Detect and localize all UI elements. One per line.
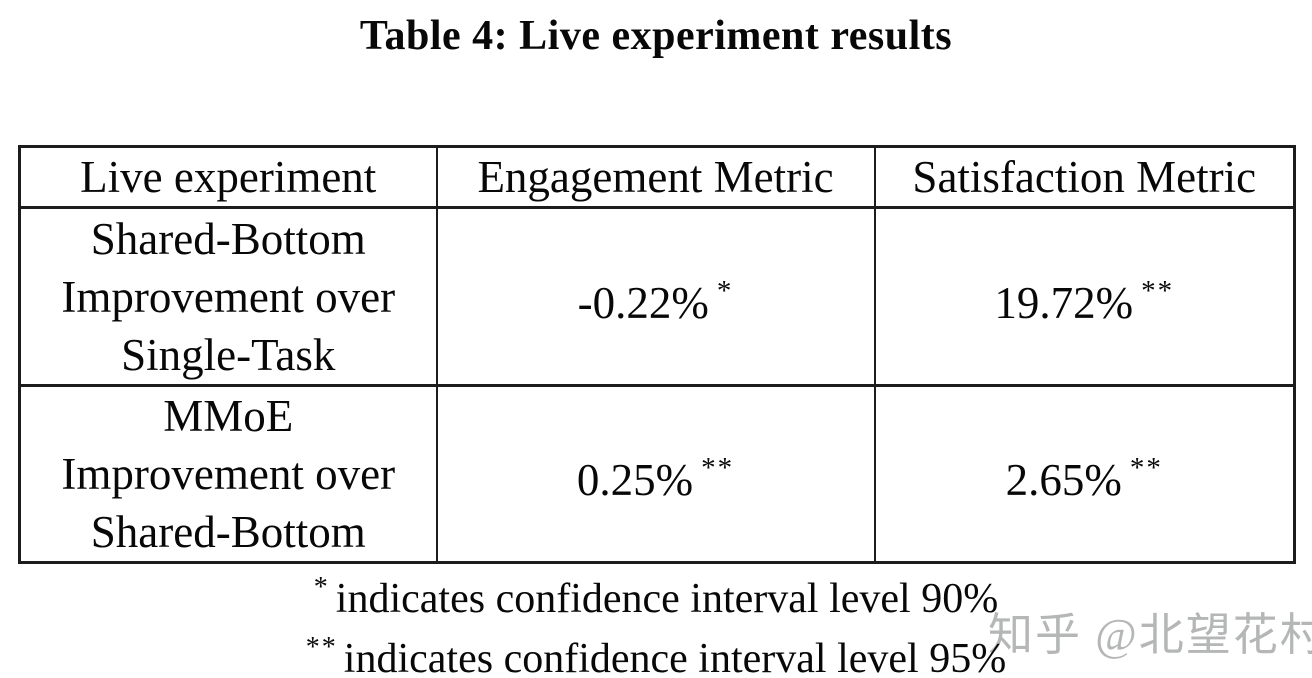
row-label-shared-bottom-over-single-task: Shared-Bottom Improvement over Single-Ta… — [18, 206, 438, 387]
engagement-value-row2: 0.25% — [576, 455, 694, 505]
table-caption: Table 4: Live experiment results — [359, 13, 953, 59]
footnote-marker: ** — [305, 632, 338, 663]
satisfaction-value-row2: 2.65% — [1005, 455, 1122, 505]
footnote-marker: * — [313, 572, 330, 603]
table-row: Shared-Bottom Improvement over Single-Ta… — [18, 206, 1296, 387]
table-row: MMoE Improvement over Shared-Bottom 0.25… — [18, 384, 1296, 564]
header-live-experiment: Live experiment — [18, 145, 438, 209]
significance-stars: ** — [1141, 274, 1175, 307]
cell-engagement-row2: 0.25% ** — [435, 384, 876, 564]
header-satisfaction-metric: Satisfaction Metric — [873, 145, 1296, 209]
live-experiment-results-table: Live experiment Engagement Metric Satisf… — [18, 145, 1296, 564]
footnote-confidence-90: * indicates confidence interval level 90% — [0, 562, 1312, 625]
cell-satisfaction-row2: 2.65% ** — [873, 384, 1296, 564]
significance-stars: ** — [701, 452, 735, 484]
cell-engagement-row1: -0.22% * — [435, 206, 876, 387]
significance-stars: ** — [1129, 452, 1163, 484]
significance-stars: * — [716, 274, 734, 307]
satisfaction-value-row1: 19.72% — [994, 277, 1134, 328]
header-engagement-metric: Engagement Metric — [435, 145, 876, 209]
footnote-confidence-95: ** indicates confidence interval level 95… — [0, 622, 1312, 678]
table-header-row: Live experiment Engagement Metric Satisf… — [18, 145, 1296, 209]
zhihu-watermark: 知乎 @北望花村 — [988, 610, 1312, 660]
row-label-mmoe-over-shared-bottom: MMoE Improvement over Shared-Bottom — [18, 384, 438, 564]
engagement-value-row1: -0.22% — [577, 277, 709, 328]
cell-satisfaction-row1: 19.72% ** — [873, 206, 1296, 387]
footnote-text: indicates confidence interval level 90% — [335, 576, 999, 622]
footnote-text: indicates confidence interval level 95% — [343, 636, 1007, 678]
